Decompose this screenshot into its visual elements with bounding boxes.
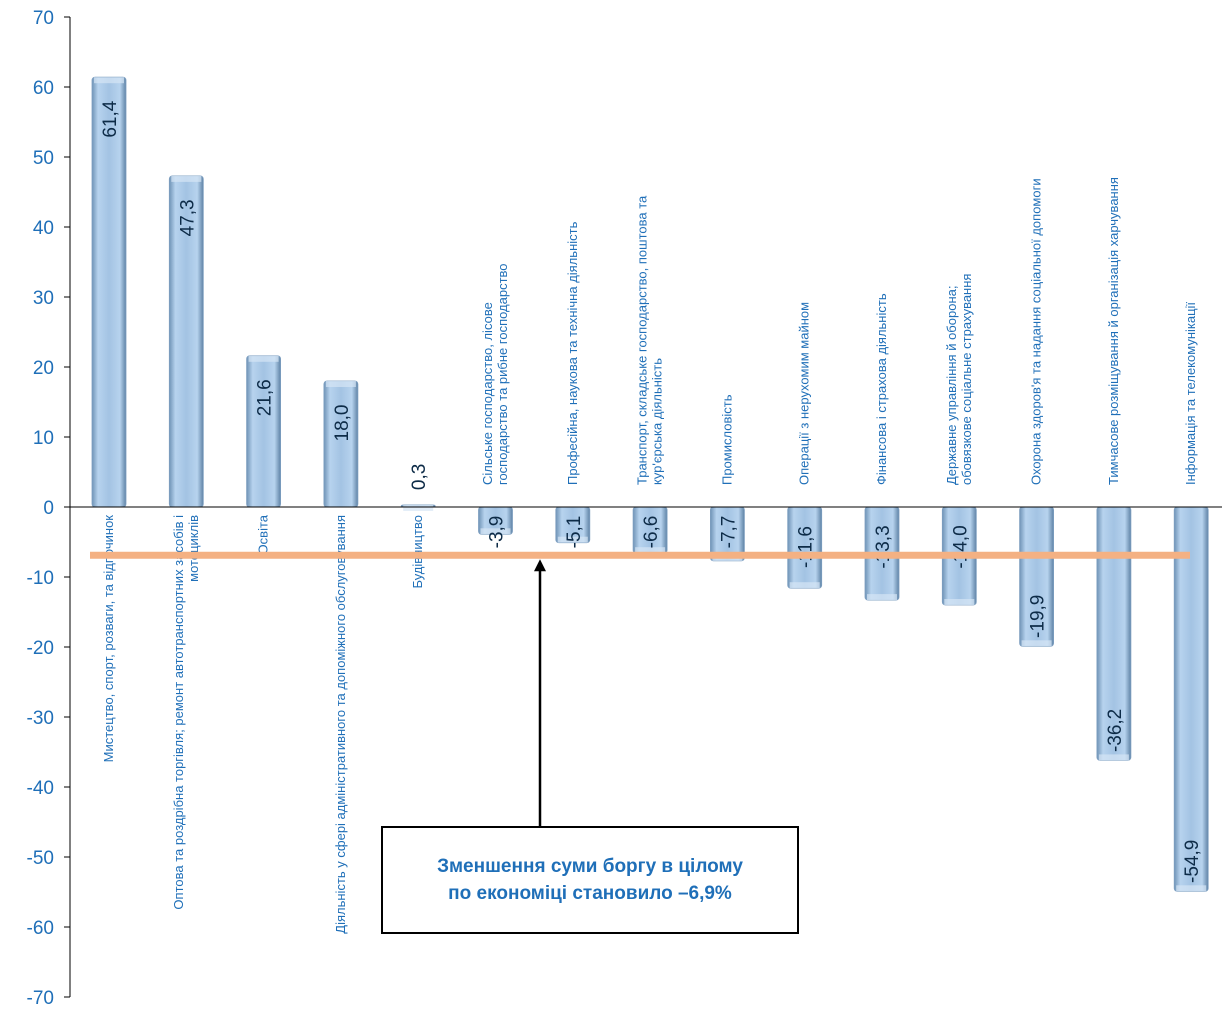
category-label: Будівництво bbox=[410, 515, 425, 589]
bar-3 bbox=[246, 355, 282, 508]
category-label: Оптова та роздрібна торгівля; ремонт авт… bbox=[171, 515, 186, 910]
bar-cap bbox=[403, 504, 434, 511]
category-label: мотоциклів bbox=[186, 515, 201, 582]
bar-13 bbox=[1019, 506, 1054, 647]
value-label: 47,3 bbox=[177, 199, 198, 236]
bar-body bbox=[246, 355, 282, 508]
category-label: обовязкове соціальне страхування bbox=[959, 274, 974, 485]
y-tick-label: -50 bbox=[27, 848, 54, 869]
bar-cap bbox=[94, 77, 124, 84]
y-tick-label: -40 bbox=[27, 778, 54, 799]
category-label: Фінансова і страхова діяльність bbox=[874, 293, 889, 485]
value-label: -6,6 bbox=[641, 516, 662, 549]
value-label: -14,0 bbox=[950, 525, 971, 568]
category-label: Тимчасове розміщування й організація хар… bbox=[1106, 177, 1121, 485]
callout-arrow-head bbox=[534, 559, 546, 572]
bar-5 bbox=[400, 504, 436, 511]
bar-cap bbox=[1098, 754, 1129, 761]
y-tick-label: -60 bbox=[27, 918, 54, 939]
y-tick-label: 20 bbox=[33, 358, 54, 379]
bar-15 bbox=[1173, 506, 1209, 892]
value-label: -13,3 bbox=[873, 525, 894, 568]
value-label: -54,9 bbox=[1182, 840, 1203, 883]
category-label: Державне управління й оборона; bbox=[944, 286, 959, 485]
bar-cap bbox=[867, 594, 897, 601]
category-label: Мистецтво, спорт, розваги, та відпочинок bbox=[101, 515, 116, 763]
category-label: кур'єрська діяльність bbox=[650, 358, 665, 485]
y-tick-label: 50 bbox=[33, 148, 54, 169]
value-label: -11,6 bbox=[796, 526, 817, 568]
bar-body bbox=[91, 76, 127, 508]
bar-cap bbox=[944, 599, 975, 605]
bar-cap bbox=[1021, 640, 1052, 647]
value-label: -3,9 bbox=[487, 516, 508, 549]
value-label: 61,4 bbox=[100, 100, 121, 137]
y-tick-label: -10 bbox=[27, 568, 54, 589]
bar-cap bbox=[480, 528, 511, 535]
y-tick-label: -20 bbox=[27, 638, 54, 659]
bar-4 bbox=[323, 380, 359, 508]
bar-cap bbox=[557, 536, 588, 543]
value-label: -7,7 bbox=[718, 516, 739, 549]
callout-line-1: Зменшення суми боргу в цілому bbox=[437, 856, 743, 877]
y-tick-label: -30 bbox=[27, 708, 54, 729]
y-tick-label: 10 bbox=[33, 428, 54, 449]
bar-cap bbox=[1176, 885, 1207, 892]
bar-cap bbox=[248, 355, 279, 362]
category-label: Діяльність у сфері адміністративного та … bbox=[333, 515, 348, 934]
category-label: Освіта bbox=[256, 514, 271, 554]
y-tick-label: 40 bbox=[33, 218, 54, 239]
bar-cap bbox=[325, 381, 356, 387]
value-label: 18,0 bbox=[332, 405, 353, 442]
value-label: -36,2 bbox=[1105, 709, 1126, 752]
bar-cap bbox=[635, 547, 666, 554]
y-tick-label: 30 bbox=[33, 288, 54, 309]
y-tick-label: -70 bbox=[27, 988, 54, 1009]
category-label: Операції з нерухомим майном bbox=[797, 302, 812, 485]
category-label: Транспорт, складське господарство, пошто… bbox=[635, 195, 650, 485]
category-label: Промисловість bbox=[719, 394, 734, 485]
y-tick-label: 70 bbox=[33, 8, 54, 29]
bar-cap bbox=[789, 582, 820, 589]
category-label: Інформація та телекомунікації bbox=[1183, 302, 1198, 485]
value-label: -19,9 bbox=[1028, 595, 1049, 638]
category-label: Сільське господарство, лісове bbox=[480, 302, 495, 485]
bar-cap bbox=[171, 175, 202, 182]
category-label: Охорона здоров'я та надання соціальної д… bbox=[1029, 178, 1044, 485]
callout-line-2: по економіці становило –6,9% bbox=[448, 883, 732, 904]
category-label: господарство та рибне господарство bbox=[495, 263, 510, 485]
value-label: -5,1 bbox=[564, 516, 585, 549]
summary-callout: Зменшення суми боргу в цілому по економі… bbox=[381, 826, 799, 934]
value-label: 0,3 bbox=[409, 464, 430, 490]
bar-body bbox=[323, 380, 359, 508]
bar-1 bbox=[91, 76, 127, 508]
y-tick-label: 60 bbox=[33, 78, 54, 99]
y-tick-label: 0 bbox=[43, 498, 54, 519]
value-label: 21,6 bbox=[255, 379, 276, 416]
category-label: Професійна, наукова та технічна діяльніс… bbox=[565, 221, 580, 485]
bar-body bbox=[1173, 506, 1209, 892]
